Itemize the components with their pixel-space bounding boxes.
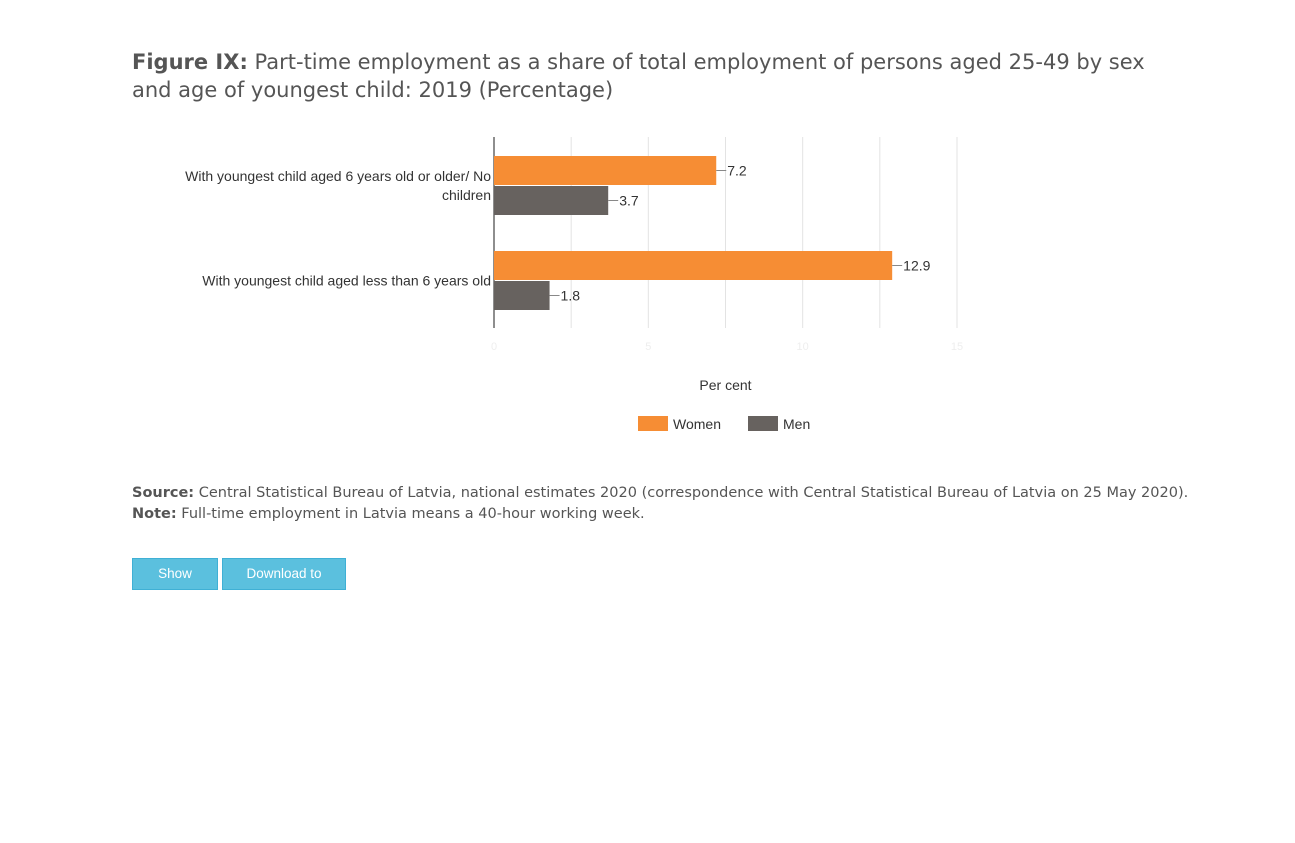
legend-swatch-women: [638, 416, 668, 431]
legend-label-women: Women: [673, 416, 721, 432]
category-label-0-line-0: With youngest child aged 6 years old or …: [185, 168, 491, 184]
x-tick-label-4: 10: [797, 341, 809, 353]
category-label-0-line-1: children: [442, 187, 491, 203]
data-label-women-1: 12.9: [903, 258, 930, 274]
note-line: Note: Full-time employment in Latvia mea…: [132, 504, 1232, 525]
bar-men-1: [494, 281, 550, 310]
note-label: Note:: [132, 506, 177, 522]
download-csv-button[interactable]: Download to CSV: [222, 558, 346, 611]
bar-chart: 0 5 10 15 7.2 3.7 With youngest child aged 6 y…: [185, 137, 963, 432]
x-tick-label-2: 5: [645, 341, 651, 353]
source-text: Central Statistical Bureau of Latvia, na…: [194, 485, 1189, 501]
x-axis-title: Per cent: [699, 377, 751, 393]
legend-label-men: Men: [783, 416, 810, 432]
chart-title: Figure IX: Part-time employment as a sha…: [132, 48, 1172, 104]
category-label-1-line-0: With youngest child aged less than 6 yea…: [202, 273, 491, 289]
data-label-men-1: 1.8: [561, 288, 581, 304]
figure-title-text: Part-time employment as a share of total…: [132, 50, 1145, 102]
bar-women-1: [494, 251, 893, 280]
data-label-men-0: 3.7: [619, 193, 639, 209]
data-label-women-0: 7.2: [727, 163, 747, 179]
x-tick-label-0: 0: [491, 341, 497, 353]
show-data-button[interactable]: Show Data: [132, 558, 218, 611]
x-tick-label-6: 15: [951, 341, 963, 353]
bar-women-0: [494, 156, 717, 185]
legend-swatch-men: [748, 416, 778, 431]
source-line: Source: Central Statistical Bureau of La…: [132, 483, 1232, 504]
source-label: Source:: [132, 485, 195, 501]
bar-men-0: [494, 186, 609, 215]
note-text: Full-time employment in Latvia means a 4…: [176, 506, 645, 522]
figure-number: Figure IX:: [132, 50, 248, 74]
chart-notes: Source: Central Statistical Bureau of La…: [132, 483, 1232, 525]
